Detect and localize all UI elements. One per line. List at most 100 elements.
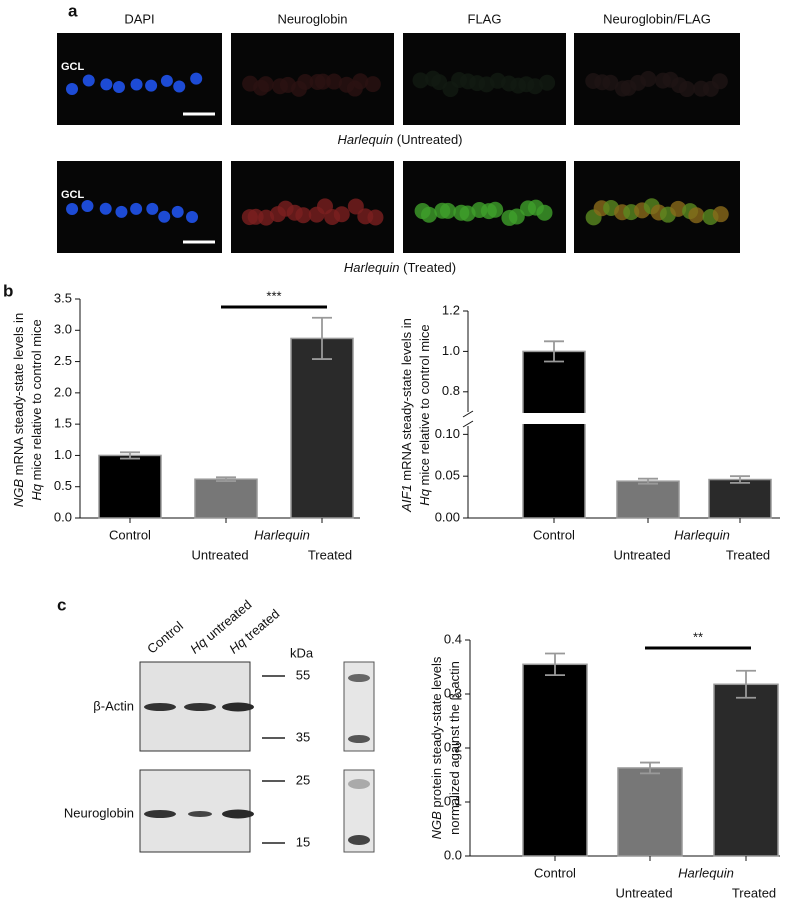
cell bbox=[420, 206, 437, 223]
y-tick-label: 0.8 bbox=[442, 383, 460, 398]
y-tick-label: 0.1 bbox=[444, 793, 462, 808]
cell bbox=[314, 73, 331, 90]
band bbox=[348, 779, 370, 789]
chart: 0.0 0.1 0.2 0.3 0.4 Control Harlequin Untreated… bbox=[429, 629, 780, 900]
caption: Harlequin (Treated) bbox=[344, 260, 456, 275]
group-label: Harlequin bbox=[254, 527, 310, 542]
significance-label: ** bbox=[693, 629, 703, 644]
bar bbox=[713, 683, 779, 857]
marker-label: 15 bbox=[296, 834, 310, 849]
cell bbox=[670, 200, 687, 217]
cell bbox=[536, 204, 553, 221]
axis-break bbox=[462, 420, 474, 428]
cell bbox=[487, 201, 504, 218]
y-tick-label: 0.10 bbox=[435, 426, 460, 441]
italic-part: Harlequin bbox=[337, 132, 393, 147]
bar bbox=[708, 478, 772, 519]
x-tick-label: Untreated bbox=[613, 547, 670, 562]
italic-part: NGB bbox=[429, 811, 444, 840]
group-label: Harlequin bbox=[674, 527, 730, 542]
cell bbox=[81, 200, 94, 213]
cell bbox=[367, 209, 384, 226]
bar bbox=[522, 350, 586, 519]
band bbox=[222, 809, 254, 819]
band bbox=[144, 703, 176, 711]
error-bar bbox=[545, 652, 565, 676]
bar bbox=[290, 337, 354, 519]
cell bbox=[66, 202, 79, 215]
cell bbox=[297, 74, 314, 91]
cell bbox=[640, 70, 657, 87]
cell bbox=[352, 73, 369, 90]
panel-label: a bbox=[68, 1, 78, 20]
unit-label: kDa bbox=[290, 645, 314, 660]
cell bbox=[145, 79, 158, 92]
y-tick-label: 0.0 bbox=[54, 509, 72, 524]
cell bbox=[602, 74, 619, 91]
bar bbox=[98, 454, 162, 519]
y-tick-label: 0.2 bbox=[444, 739, 462, 754]
y-axis-label: NGB protein steady-state levels bbox=[429, 656, 444, 839]
x-tick-label: Control bbox=[533, 527, 575, 542]
lane-label: Control bbox=[144, 618, 186, 657]
y-tick-label: 0.4 bbox=[444, 631, 462, 646]
error-bar bbox=[736, 669, 756, 699]
bar bbox=[616, 480, 680, 519]
cell bbox=[688, 207, 705, 224]
y-axis-label: NGB mRNA steady-state levels in bbox=[11, 313, 26, 507]
error-bar bbox=[120, 451, 140, 460]
y-tick-label: 0.3 bbox=[444, 685, 462, 700]
cell bbox=[160, 74, 173, 87]
y-tick-label: 1.5 bbox=[54, 416, 72, 431]
y-tick-label: 0.05 bbox=[435, 468, 460, 483]
column-header: Neuroglobin bbox=[277, 11, 347, 26]
cell bbox=[112, 81, 125, 94]
panel-label: c bbox=[57, 595, 66, 614]
error-bar bbox=[544, 340, 564, 363]
column-header: Neuroglobin/FLAG bbox=[603, 11, 711, 26]
cell bbox=[711, 73, 728, 90]
cell bbox=[66, 83, 79, 96]
cell bbox=[257, 76, 274, 93]
column-header: DAPI bbox=[124, 11, 154, 26]
band bbox=[348, 835, 370, 845]
panel-label: b bbox=[3, 281, 13, 300]
y-tick-label: 0.5 bbox=[54, 478, 72, 493]
band bbox=[348, 735, 370, 743]
x-tick-label: Untreated bbox=[615, 885, 672, 900]
y-axis-label: normalized against the β-actin bbox=[447, 661, 462, 835]
cell bbox=[82, 74, 95, 87]
column-header: FLAG bbox=[468, 11, 502, 26]
marker-label: 35 bbox=[296, 729, 310, 744]
cell bbox=[527, 78, 544, 95]
italic-part: Hq bbox=[29, 483, 44, 500]
protein-label: β-Actin bbox=[93, 698, 134, 713]
y-tick-label: 1.2 bbox=[442, 302, 460, 317]
error-bar bbox=[640, 761, 660, 775]
axis-break bbox=[462, 410, 474, 418]
break-gap bbox=[521, 413, 587, 424]
region-label: GCL bbox=[61, 61, 85, 73]
italic-part: Harlequin bbox=[344, 260, 400, 275]
y-tick-label: 3.5 bbox=[54, 290, 72, 305]
cell bbox=[190, 72, 203, 85]
y-tick-label: 0.0 bbox=[444, 847, 462, 862]
band bbox=[348, 674, 370, 682]
cell bbox=[295, 207, 312, 224]
band bbox=[222, 702, 254, 712]
cell bbox=[364, 76, 381, 93]
micrograph bbox=[231, 161, 394, 253]
cell bbox=[439, 202, 456, 219]
cell bbox=[712, 206, 729, 223]
significance-label: *** bbox=[266, 288, 281, 303]
y-tick-label: 0.00 bbox=[435, 509, 460, 524]
error-bar bbox=[216, 476, 236, 482]
cell bbox=[130, 202, 143, 215]
text-part: mRNA steady-state levels in bbox=[11, 313, 26, 479]
y-axis-label: AIF1 mRNA steady-state levels in bbox=[399, 318, 414, 513]
cell bbox=[508, 208, 525, 225]
text-part: mRNA steady-state levels in bbox=[399, 318, 414, 484]
y-axis-label: Hq mice relative to control mice bbox=[417, 324, 432, 505]
cell bbox=[186, 210, 199, 223]
x-tick-label: Treated bbox=[308, 547, 352, 562]
